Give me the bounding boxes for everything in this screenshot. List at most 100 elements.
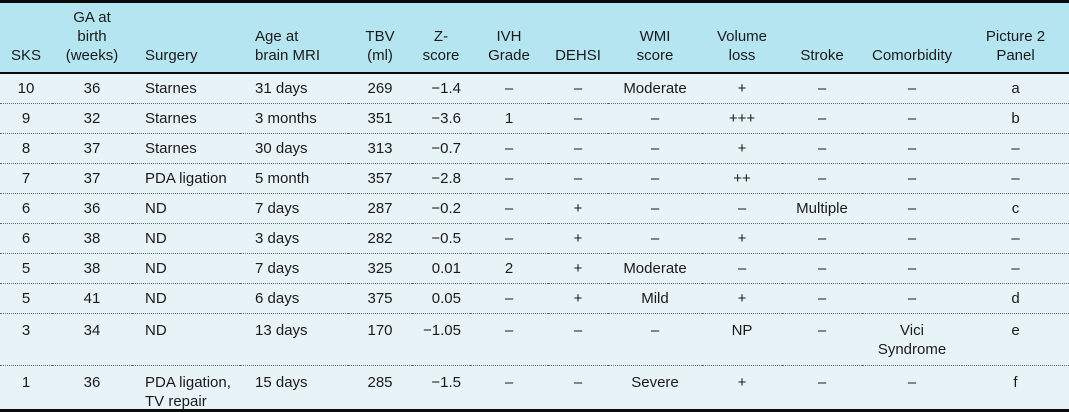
cell-z-score: −1.05 bbox=[412, 313, 470, 366]
cell-wmi-score: – bbox=[608, 103, 702, 134]
cell-z-score: −1.5 bbox=[431, 374, 461, 391]
table-header: SKS GA at birth (weeks) Surgery Age at b… bbox=[0, 3, 1069, 74]
cell-stroke: – bbox=[817, 374, 827, 391]
cell-age: 31 days bbox=[240, 73, 348, 104]
cell-ivh-grade: – bbox=[470, 133, 548, 164]
cell-volume-loss: ++ bbox=[702, 163, 782, 194]
cell-age: 5 month bbox=[240, 163, 348, 194]
cell-wmi-score: – bbox=[608, 223, 702, 254]
col-header-tbv: TBV (ml) bbox=[348, 3, 412, 74]
cell-age: 15 days bbox=[255, 374, 308, 391]
col-header-comorbidity: Comorbidity bbox=[862, 3, 962, 74]
cell-sks: 5 bbox=[0, 283, 52, 314]
cell-dehsi: + bbox=[548, 223, 608, 254]
cell-volume-loss: + bbox=[737, 374, 747, 391]
cell-ga: 41 bbox=[52, 283, 132, 314]
cell-panel: f bbox=[1013, 374, 1018, 391]
cell-stroke: – bbox=[782, 103, 862, 134]
cell-wmi-score: – bbox=[608, 133, 702, 164]
cell-dehsi: – bbox=[548, 73, 608, 104]
cell-ivh-grade: – bbox=[470, 223, 548, 254]
table-row: 3 34 ND 13 days 170 −1.05 – – – NP – Vic… bbox=[0, 313, 1069, 366]
cell-tbv: 313 bbox=[348, 133, 412, 164]
cell-ga: 37 bbox=[52, 163, 132, 194]
cell-sks: 6 bbox=[0, 193, 52, 224]
cell-dehsi: – bbox=[548, 103, 608, 134]
cell-volume-loss: + bbox=[702, 283, 782, 314]
table-row: 6 38 ND 3 days 282 −0.5 – + – + – – – bbox=[0, 223, 1069, 254]
table-row: 9 32 Starnes 3 months 351 −3.6 1 – – +++… bbox=[0, 103, 1069, 134]
cell-stroke: – bbox=[782, 283, 862, 314]
cell-surgery: PDA ligation bbox=[132, 163, 240, 194]
cell-panel: c bbox=[962, 193, 1069, 224]
cell-tbv: 357 bbox=[348, 163, 412, 194]
cell-wmi-score: Severe bbox=[631, 374, 679, 391]
cell-surgery: ND bbox=[132, 193, 240, 224]
patient-mri-table: SKS GA at birth (weeks) Surgery Age at b… bbox=[0, 3, 1069, 410]
cell-wmi-score: Moderate bbox=[608, 73, 702, 104]
cell-dehsi: – bbox=[548, 163, 608, 194]
table-row: 8 37 Starnes 30 days 313 −0.7 – – – + – … bbox=[0, 133, 1069, 164]
cell-ga: 34 bbox=[52, 313, 132, 366]
cell-comorbidity: – bbox=[862, 193, 962, 224]
cell-age: 3 days bbox=[240, 223, 348, 254]
cell-wmi-score: – bbox=[608, 163, 702, 194]
table-row: 5 41 ND 6 days 375 0.05 – + Mild + – – d bbox=[0, 283, 1069, 314]
cell-panel: e bbox=[962, 313, 1069, 366]
cell-tbv: 325 bbox=[348, 253, 412, 284]
cell-wmi-score: – bbox=[608, 313, 702, 366]
cell-ivh-grade: 2 bbox=[470, 253, 548, 284]
cell-stroke: – bbox=[782, 163, 862, 194]
cell-comorbidity: – bbox=[862, 163, 962, 194]
cell-age: 7 days bbox=[240, 193, 348, 224]
cell-tbv: 351 bbox=[348, 103, 412, 134]
cell-ivh-grade: 1 bbox=[470, 103, 548, 134]
col-header-volume-loss: Volume loss bbox=[702, 3, 782, 74]
cell-wmi-score: Mild bbox=[608, 283, 702, 314]
cell-surgery: Starnes bbox=[132, 133, 240, 164]
cell-tbv: 375 bbox=[348, 283, 412, 314]
col-header-sks: SKS bbox=[0, 3, 52, 74]
cell-stroke: – bbox=[782, 313, 862, 366]
cell-volume-loss: + bbox=[702, 133, 782, 164]
cell-ivh-grade: – bbox=[470, 163, 548, 194]
cell-volume-loss: +++ bbox=[702, 103, 782, 134]
cell-z-score: −2.8 bbox=[412, 163, 470, 194]
cell-age: 30 days bbox=[240, 133, 348, 164]
cell-surgery: PDA ligation, TV repair bbox=[145, 374, 231, 410]
cell-sks: 10 bbox=[0, 73, 52, 104]
cell-tbv: 282 bbox=[348, 223, 412, 254]
cell-ga: 37 bbox=[52, 133, 132, 164]
cell-dehsi: – bbox=[548, 133, 608, 164]
cell-panel: – bbox=[962, 253, 1069, 284]
cell-z-score: 0.01 bbox=[412, 253, 470, 284]
cell-z-score: 0.05 bbox=[412, 283, 470, 314]
cell-panel: – bbox=[962, 133, 1069, 164]
cell-panel: b bbox=[962, 103, 1069, 134]
cell-ga: 32 bbox=[52, 103, 132, 134]
cell-sks: 3 bbox=[0, 313, 52, 366]
cell-ivh-grade: – bbox=[470, 313, 548, 366]
col-header-picture2-panel: Picture 2 Panel bbox=[962, 3, 1069, 74]
cell-volume-loss: – bbox=[702, 193, 782, 224]
col-header-ivh-grade: IVH Grade bbox=[470, 3, 548, 74]
cell-z-score: −1.4 bbox=[412, 73, 470, 104]
cell-dehsi: + bbox=[548, 283, 608, 314]
table-row: 1 36 PDA ligation, TV repair 15 days 285… bbox=[0, 366, 1069, 410]
cell-panel: – bbox=[962, 223, 1069, 254]
col-header-ga-at-birth: GA at birth (weeks) bbox=[52, 3, 132, 74]
cell-dehsi: – bbox=[548, 313, 608, 366]
cell-comorbidity: – bbox=[862, 73, 962, 104]
col-header-surgery: Surgery bbox=[132, 3, 240, 74]
cell-panel: a bbox=[962, 73, 1069, 104]
cell-comorbidity: Vici Syndrome bbox=[862, 313, 962, 366]
cell-ivh-grade: – bbox=[504, 374, 514, 391]
cell-dehsi: + bbox=[548, 193, 608, 224]
cell-stroke: – bbox=[782, 73, 862, 104]
cell-sks: 9 bbox=[0, 103, 52, 134]
cell-sks: 6 bbox=[0, 223, 52, 254]
cell-z-score: −0.2 bbox=[412, 193, 470, 224]
table-row: 5 38 ND 7 days 325 0.01 2 + Moderate – –… bbox=[0, 253, 1069, 284]
cell-sks: 5 bbox=[0, 253, 52, 284]
cell-volume-loss: NP bbox=[702, 313, 782, 366]
